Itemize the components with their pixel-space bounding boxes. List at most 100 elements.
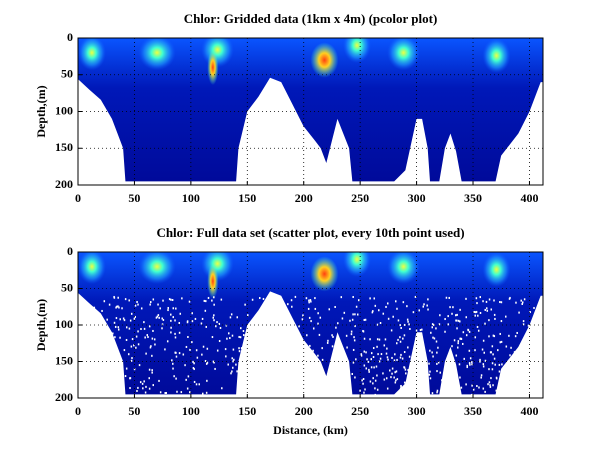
sample-gap — [215, 325, 217, 328]
sample-gap — [403, 381, 406, 384]
sample-gap — [341, 317, 344, 320]
sample-gap — [375, 365, 378, 368]
sample-gap — [221, 387, 223, 390]
sample-gap — [195, 349, 198, 352]
sample-gap — [137, 343, 140, 346]
axes: 0 50 100 150 200 250 300 350 400 0 50 100 150 200 Chlo… — [34, 225, 544, 437]
sample-gap — [136, 300, 138, 303]
sample-gap — [521, 301, 524, 304]
sample-gap — [172, 316, 174, 319]
sample-gap — [151, 337, 154, 340]
sample-gap — [394, 353, 396, 356]
sample-gap — [445, 296, 448, 299]
sample-gap — [521, 303, 523, 306]
sample-gap — [436, 370, 438, 373]
x-tick-label: 250 — [351, 191, 369, 205]
sample-gap — [447, 323, 450, 326]
sample-gap — [170, 298, 172, 301]
sample-gap — [332, 335, 334, 338]
sample-gap — [403, 323, 406, 326]
sample-gap — [360, 354, 363, 357]
sample-gap — [372, 377, 374, 380]
sample-gap — [228, 332, 230, 335]
sample-gap — [476, 385, 478, 388]
sample-gap — [236, 370, 238, 373]
x-tick-label: 300 — [408, 404, 426, 418]
sample-gap — [118, 306, 120, 309]
sample-gap — [206, 347, 209, 350]
sample-gap — [287, 303, 289, 306]
sample-gap — [448, 296, 450, 299]
sample-gap — [456, 313, 458, 316]
sample-gap — [429, 377, 432, 380]
sample-gap — [306, 334, 308, 337]
sample-gap — [376, 323, 379, 326]
high-chlorophyll — [387, 38, 420, 71]
sample-gap — [103, 300, 106, 303]
sample-gap — [193, 380, 196, 383]
field — [78, 252, 543, 396]
sample-gap — [468, 362, 471, 365]
sample-gap — [484, 308, 487, 311]
sample-gap — [368, 370, 370, 373]
sample-gap — [407, 369, 409, 372]
sample-gap — [152, 329, 154, 332]
sample-gap — [374, 304, 377, 307]
sample-gap — [468, 330, 471, 333]
sample-gap — [469, 363, 471, 366]
sample-gap — [523, 298, 526, 301]
sample-gap — [495, 389, 497, 392]
sample-gap — [466, 366, 468, 369]
sample-gap — [498, 370, 501, 373]
sample-gap — [187, 375, 190, 378]
sample-gap — [480, 374, 483, 377]
sample-gap — [482, 339, 485, 342]
sample-gap — [389, 369, 391, 372]
sample-gap — [458, 363, 461, 366]
sample-gap — [432, 336, 434, 339]
sample-gap — [391, 356, 393, 359]
sample-gap — [428, 362, 430, 365]
sample-gap — [387, 302, 389, 305]
sample-gap — [137, 303, 139, 306]
sample-gap — [451, 345, 453, 348]
chart-title: Chlor: Full data set (scatter plot, ever… — [156, 225, 464, 240]
sample-gap — [343, 311, 346, 314]
sample-gap — [518, 311, 520, 314]
sample-gap — [422, 305, 425, 308]
sample-gap — [175, 377, 177, 380]
sample-gap — [150, 345, 152, 348]
sample-gap — [462, 342, 464, 345]
sample-gap — [490, 308, 493, 311]
sample-gap — [427, 308, 429, 311]
sample-gap — [476, 302, 478, 305]
sample-gap — [162, 299, 164, 302]
x-tick-label: 50 — [128, 404, 140, 418]
sample-gap — [352, 295, 354, 298]
sample-gap — [238, 350, 241, 353]
sample-gap — [377, 353, 379, 356]
sample-gap — [134, 315, 137, 318]
sample-gap — [378, 309, 380, 312]
sample-gap — [353, 336, 355, 339]
sample-gap — [309, 299, 312, 302]
sample-gap — [123, 349, 126, 352]
sample-gap — [149, 301, 152, 304]
sample-gap — [175, 307, 177, 310]
sample-gap — [415, 329, 418, 332]
sample-gap — [376, 345, 378, 348]
sample-gap — [170, 326, 172, 329]
sample-gap — [164, 391, 166, 394]
sample-gap — [403, 334, 406, 337]
sample-gap — [149, 346, 152, 349]
sample-gap — [459, 320, 461, 323]
sample-gap — [463, 357, 465, 360]
sample-gap — [468, 349, 471, 352]
sample-gap — [383, 378, 386, 381]
sample-gap — [386, 387, 389, 390]
sample-gap — [488, 298, 491, 301]
sample-gap — [127, 353, 130, 356]
sample-gap — [235, 363, 237, 366]
sample-gap — [308, 316, 311, 319]
y-tick-label: 150 — [55, 353, 73, 367]
